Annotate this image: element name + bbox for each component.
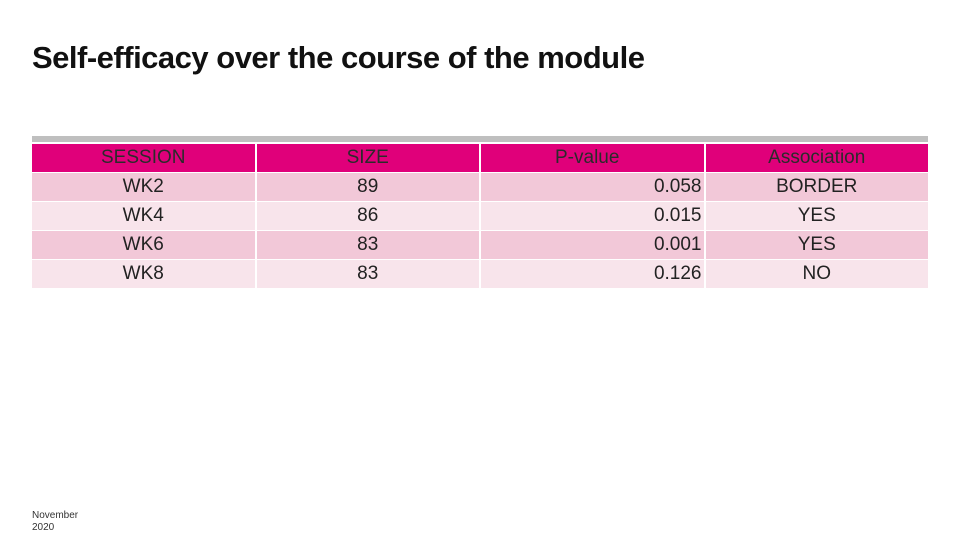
table-body: WK2 89 0.058 BORDER WK4 86 0.015 YES WK6 83 0.001 Y…: [32, 173, 928, 288]
header-row: SESSION SIZE P-value Association: [32, 144, 928, 172]
column-header: P-value: [481, 144, 704, 172]
table-cell: 0.015: [481, 202, 704, 230]
table-row: WK4 86 0.015 YES: [32, 202, 928, 230]
table-cell: 83: [256, 231, 479, 259]
table-cell: WK8: [32, 260, 255, 288]
table-cell: YES: [705, 231, 928, 259]
footer-date: November 2020: [32, 510, 79, 533]
table-cell: NO: [705, 260, 928, 288]
table-row: WK6 83 0.001 YES: [32, 231, 928, 259]
table-cell: WK6: [32, 231, 255, 259]
table-cell: YES: [705, 202, 928, 230]
table-cell: 86: [256, 202, 479, 230]
table-head: SESSION SIZE P-value Association: [32, 144, 928, 172]
table-row: WK8 83 0.126 NO: [32, 260, 928, 288]
column-header: SESSION: [32, 144, 255, 172]
table-cell: 0.058: [481, 173, 704, 201]
slide-title: Self-efficacy over the course of the mod…: [32, 40, 645, 75]
table-cell: WK2: [32, 173, 255, 201]
table-cell: WK4: [32, 202, 255, 230]
table-cell: 0.001: [481, 231, 704, 259]
column-header: Association: [705, 144, 928, 172]
table-cell: BORDER: [705, 173, 928, 201]
table-cell: 89: [256, 173, 479, 201]
table-top-bar: [32, 136, 928, 142]
column-header: SIZE: [256, 144, 479, 172]
table-cell: 83: [256, 260, 479, 288]
table-row: WK2 89 0.058 BORDER: [32, 173, 928, 201]
table-cell: 0.126: [481, 260, 704, 288]
results-table: SESSION SIZE P-value Association WK2 89 0.058…: [30, 143, 930, 289]
